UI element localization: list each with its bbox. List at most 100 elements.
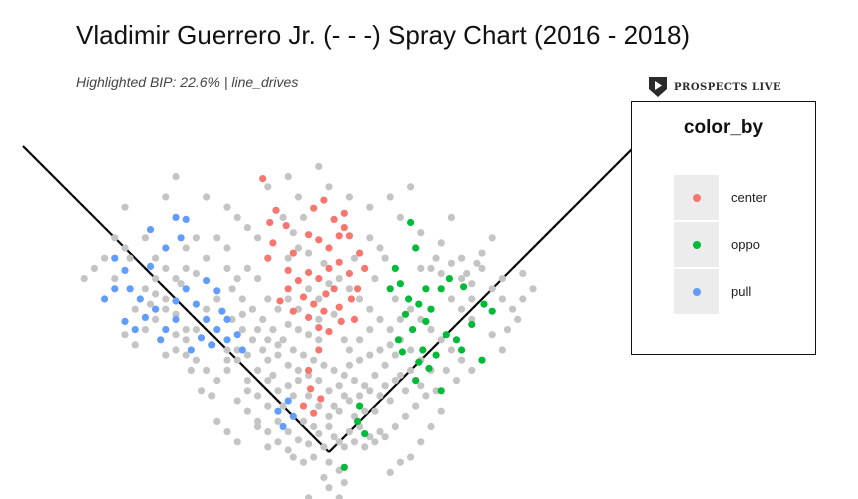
point-other — [386, 397, 394, 405]
point-other — [519, 269, 527, 278]
point-pull — [172, 213, 180, 221]
point-center — [317, 395, 325, 403]
point-other — [146, 300, 155, 308]
point-other — [376, 428, 384, 436]
point-other — [396, 458, 404, 466]
point-center — [337, 317, 345, 325]
point-pull — [223, 336, 231, 344]
point-other — [391, 422, 399, 431]
point-pull — [218, 307, 226, 315]
point-pull — [121, 266, 129, 274]
point-other — [407, 183, 415, 191]
point-oppo — [425, 364, 433, 372]
point-other — [345, 193, 353, 201]
point-pull — [157, 336, 165, 344]
point-pull — [152, 305, 160, 313]
point-other — [254, 366, 262, 374]
point-other — [468, 315, 476, 323]
point-center — [299, 402, 308, 410]
point-other — [213, 234, 221, 242]
point-pull — [121, 317, 129, 325]
point-pull — [146, 262, 155, 270]
point-other — [284, 361, 292, 369]
point-other — [437, 239, 445, 247]
point-other — [335, 275, 343, 283]
point-other — [162, 305, 170, 313]
point-center — [340, 209, 348, 217]
point-center — [361, 264, 369, 272]
point-other — [141, 326, 149, 334]
point-other — [478, 264, 486, 272]
point-other — [264, 377, 272, 385]
point-other — [427, 264, 435, 272]
point-other — [274, 417, 282, 425]
point-center — [325, 328, 333, 336]
point-other — [335, 382, 343, 390]
legend-dot — [692, 240, 701, 249]
point-other — [310, 422, 318, 431]
point-center — [276, 297, 284, 305]
point-other — [407, 346, 415, 354]
point-other — [340, 336, 348, 344]
point-other — [223, 264, 231, 272]
point-other — [452, 377, 461, 385]
point-center — [330, 285, 338, 293]
point-other — [284, 295, 292, 303]
point-other — [274, 305, 282, 313]
point-other — [294, 326, 302, 334]
point-pull — [274, 407, 282, 415]
point-other — [498, 295, 506, 303]
point-other — [182, 336, 190, 344]
point-pull — [213, 326, 221, 334]
legend-item-oppo: oppo — [674, 222, 760, 267]
point-other — [345, 397, 353, 405]
point-oppo — [391, 264, 399, 272]
point-other — [223, 244, 231, 252]
point-pull — [203, 315, 211, 323]
point-oppo — [361, 430, 369, 438]
point-other — [386, 468, 394, 476]
point-other — [345, 346, 353, 354]
point-other — [182, 326, 190, 334]
point-oppo — [422, 317, 430, 325]
point-other — [458, 305, 466, 313]
point-other — [213, 295, 221, 303]
point-other — [468, 295, 476, 303]
point-other — [330, 310, 338, 318]
legend-dot — [692, 287, 701, 296]
point-center — [305, 313, 313, 321]
point-other — [299, 213, 308, 221]
point-other — [259, 315, 267, 323]
point-other — [208, 392, 216, 400]
point-other — [80, 275, 88, 283]
point-oppo — [460, 283, 468, 291]
point-other — [366, 351, 374, 359]
point-other — [182, 244, 190, 252]
point-oppo — [398, 348, 406, 356]
point-other — [294, 377, 302, 385]
point-other — [320, 259, 328, 267]
point-oppo — [452, 336, 461, 344]
point-other — [432, 387, 440, 395]
point-other — [325, 484, 333, 492]
point-other — [458, 254, 466, 262]
point-other — [422, 392, 430, 400]
legend-title: color_by — [683, 117, 764, 138]
point-other — [284, 173, 292, 181]
foul-line-right — [328, 145, 636, 453]
point-other — [325, 387, 333, 395]
point-center — [310, 409, 318, 417]
point-other — [233, 438, 241, 446]
point-other — [396, 315, 404, 323]
point-other — [498, 346, 506, 354]
point-center — [259, 175, 267, 183]
legend: color_by center oppo pull — [631, 101, 816, 355]
point-other — [376, 346, 384, 354]
point-other — [345, 361, 353, 369]
point-other — [407, 453, 415, 461]
point-other — [228, 315, 236, 323]
legend-key — [674, 269, 719, 314]
point-other — [335, 494, 343, 499]
point-pull — [162, 326, 170, 334]
point-other — [233, 213, 241, 221]
